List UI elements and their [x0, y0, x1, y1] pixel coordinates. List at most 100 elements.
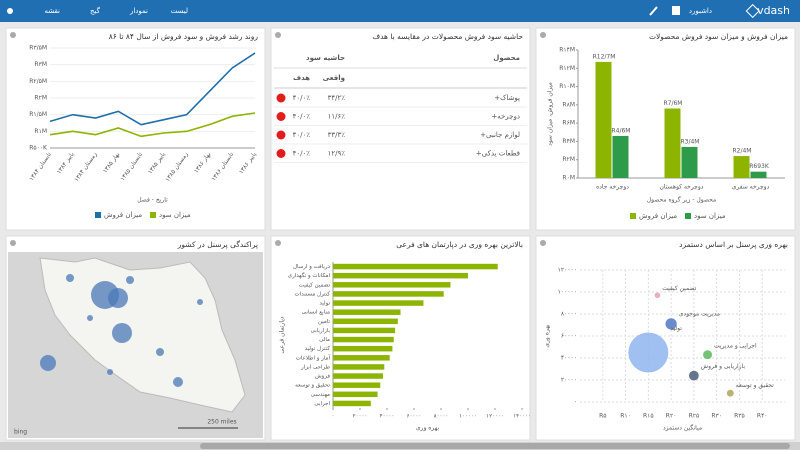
panel-title: میزان فروش و میزان سود فروش محصولات [649, 32, 788, 41]
product-name: +پوشاک [494, 94, 520, 102]
x-tick-label: ۴۰۰۰۰ [380, 414, 395, 420]
value-label: R3/4M [680, 138, 699, 145]
status-dot [276, 130, 286, 140]
legend-swatch [95, 212, 101, 218]
map-provider: bing [14, 429, 27, 436]
sub-header: واقعی [323, 74, 345, 82]
y-axis-label: بهره وری [544, 324, 551, 348]
panel-title: بهره وری پرسنل بر اساس دستمزد [679, 240, 788, 249]
bubble [628, 332, 669, 373]
menu-dashboard[interactable]: داشبورد [689, 7, 712, 15]
menu-item[interactable]: نمودار [129, 7, 148, 15]
target-value: ۴۰/۰٪ [293, 150, 311, 158]
x-tick-label: R۳۰ [711, 413, 722, 420]
y-tick-label: کنترل تولید [305, 345, 331, 352]
x-axis-label: تاریخ - فصل [137, 197, 168, 204]
y-tick-label: مالی [319, 337, 330, 343]
y-tick-label: فروش [315, 374, 330, 380]
gear-icon[interactable] [275, 240, 281, 246]
x-tick-label: ۱۲۰۰۰۰ [486, 414, 504, 420]
point-label: اجرایی و مدیریت [714, 343, 757, 350]
point-label: بازاریابی و فروش [701, 363, 746, 370]
y-tick-label: R۱M [34, 128, 47, 135]
actual-value: ۱۱/۶٪ [328, 113, 346, 121]
gear-icon[interactable] [540, 32, 546, 38]
x-tick-label: R۲۵ [689, 413, 700, 420]
actual-value: ۱۲/۹٪ [328, 150, 346, 158]
gear-icon[interactable] [10, 32, 16, 38]
x-tick-label: R۱۰ [620, 413, 631, 420]
panel-title: روند رشد فروش و سود فروش از سال ۸۴ تا ۸۶ [109, 32, 259, 41]
scrollbar-thumb[interactable] [200, 443, 790, 449]
bar [333, 400, 371, 407]
map-bubble [173, 377, 183, 387]
column-header: حاشیه سود [306, 54, 345, 62]
y-tick-label: ۶۰۰۰۰ [561, 333, 577, 340]
settings-icon[interactable] [7, 8, 13, 14]
x-tick-label: ۶۰۰۰۰ [407, 414, 422, 420]
y-tick-label: R۱۲M [559, 65, 575, 72]
gear-icon[interactable] [540, 240, 546, 246]
target-value: ۴۰/۰٪ [293, 94, 311, 102]
x-tick-label: ۲۰۰۰۰ [353, 414, 368, 420]
panel-title: بالاترین بهره وری در دپارتمان های فرعی [396, 240, 523, 249]
panel [270, 235, 531, 441]
product-name: +قطعات یدکی [476, 150, 520, 158]
bubble [654, 292, 661, 299]
gear-icon[interactable] [10, 240, 16, 246]
target-value: ۴۰/۰٪ [293, 131, 311, 139]
save-icon[interactable] [672, 6, 680, 15]
panel-title: حاشیه سود فروش محصولات در مقایسه با هدف [372, 32, 523, 41]
map-bubble [108, 288, 128, 308]
x-tick-label: R۱۵ [643, 413, 654, 420]
y-tick-label: اجرایی [314, 401, 330, 407]
bar [333, 263, 498, 270]
edit-icon[interactable] [649, 6, 658, 16]
y-tick-label: R۰M [562, 175, 575, 182]
y-tick-label: R۴M [562, 138, 575, 145]
y-tick-label: R۸M [562, 101, 575, 108]
value-label: R693K [749, 163, 770, 170]
legend-label: میزان سود [159, 211, 191, 219]
bar [333, 300, 424, 306]
bar [333, 272, 468, 279]
point-label: مدیریت موجودی [679, 311, 720, 318]
panel [270, 27, 531, 231]
gear-icon[interactable] [275, 32, 281, 38]
status-dot [276, 149, 286, 158]
y-tick-label: مهندسی [311, 392, 330, 398]
legend-swatch [150, 212, 156, 218]
menu-item[interactable]: نقشه [45, 7, 61, 15]
y-tick-label: ۱۲۰۰۰۰ [558, 267, 577, 274]
y-axis-label: دپارتمان فرعی [279, 316, 286, 353]
y-axis-label: میزان فروش، میزان سود [547, 82, 554, 146]
y-tick-label: تامین [318, 319, 330, 325]
brand-icon [745, 3, 760, 19]
bar [681, 146, 698, 178]
x-tick-label: دوچرخه کوهستان [660, 184, 704, 191]
y-tick-label: ۰ [574, 399, 577, 406]
x-tick-label: ۸۰۰۰۰ [434, 414, 449, 420]
menu-item[interactable]: لیست [171, 7, 188, 15]
bar [333, 345, 393, 352]
map-bubble [197, 299, 203, 305]
y-tick-label: ۸۰۰۰۰ [561, 311, 577, 318]
x-tick-label: ۰ [332, 414, 335, 420]
y-tick-label: تحقیق و توسعه [295, 383, 330, 389]
map-bubble [112, 323, 132, 343]
menu-item[interactable]: گیج [90, 6, 101, 15]
point-label: تضمین کیفیت [662, 285, 696, 292]
bar [333, 391, 378, 398]
series-line [49, 52, 256, 126]
panel-title: پراکندگی پرسنل در کشور [177, 240, 258, 249]
point-label: تولید [670, 325, 682, 332]
actual-value: ۳۴/۲٪ [328, 94, 346, 102]
x-axis-label: بهره وری [416, 425, 440, 432]
x-tick-label: دوچرخه سفری [732, 184, 770, 191]
x-tick-label: ۱۴۰۰۰۰ [513, 414, 531, 420]
legend-swatch [685, 213, 691, 219]
y-tick-label: تولید [319, 301, 330, 307]
y-tick-label: R۲M [34, 95, 47, 102]
y-tick-label: R۲M [562, 156, 575, 163]
y-tick-label: طراحی ابزار [300, 364, 330, 370]
